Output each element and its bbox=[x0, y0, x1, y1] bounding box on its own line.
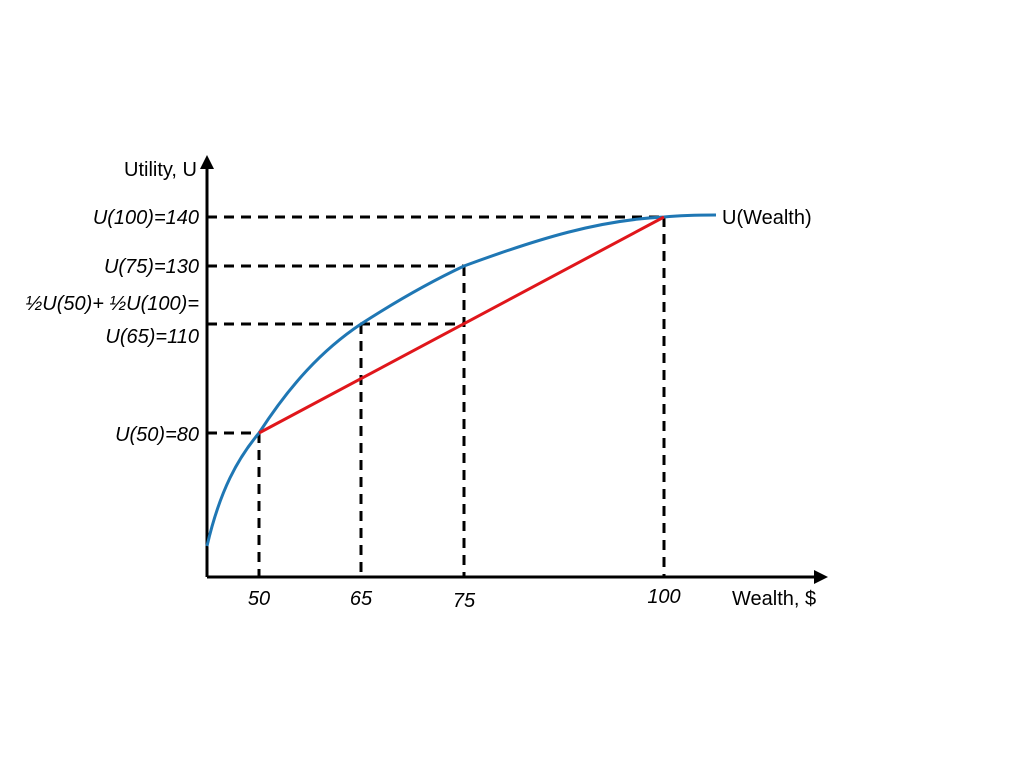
x-axis-arrow-icon bbox=[814, 570, 828, 584]
y-ref-label-u100: U(100)=140 bbox=[93, 207, 199, 229]
y-ref-label-u75: U(75)=130 bbox=[104, 256, 199, 278]
y-axis-title: Utility, U bbox=[124, 159, 197, 181]
y-ref-label-u65: U(65)=110 bbox=[105, 326, 199, 348]
y-ref-label-expected-utility: ½U(50)+ ½U(100)= bbox=[26, 293, 199, 315]
utility-curve bbox=[205, 213, 717, 547]
y-axis-arrow-icon bbox=[200, 155, 214, 169]
guide-lines bbox=[207, 215, 666, 577]
y-ref-label-u50: U(50)=80 bbox=[115, 424, 199, 446]
x-tick-label-65: 65 bbox=[350, 588, 373, 610]
x-tick-label-75: 75 bbox=[453, 590, 476, 612]
x-tick-label-50: 50 bbox=[248, 588, 270, 610]
axes bbox=[200, 155, 828, 584]
expected-utility-chord bbox=[258, 215, 665, 435]
x-axis-title: Wealth, $ bbox=[732, 588, 816, 610]
x-tick-label-100: 100 bbox=[647, 586, 680, 608]
series-layer bbox=[205, 213, 717, 547]
curve-legend-label: U(Wealth) bbox=[722, 207, 812, 229]
